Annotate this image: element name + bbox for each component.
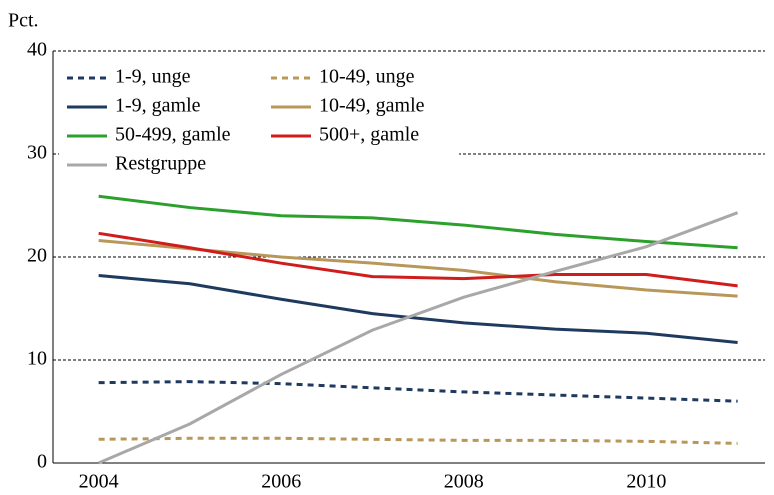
x-tick-label: 2010 — [626, 471, 666, 493]
series-line — [98, 211, 739, 465]
legend-background — [59, 62, 459, 184]
legend-label: Restgruppe — [115, 153, 206, 175]
x-tick-label: 2008 — [444, 471, 484, 493]
series-line — [98, 380, 738, 403]
series-line — [98, 436, 738, 445]
legend-label: 1-9, gamle — [115, 95, 201, 117]
y-tick-label: 40 — [27, 39, 47, 61]
y-tick-label: 20 — [27, 245, 47, 267]
legend-label: 500+, gamle — [319, 124, 419, 146]
y-tick-label: 10 — [27, 348, 47, 370]
legend-label: 1-9, unge — [115, 66, 191, 88]
y-tick-label: 30 — [27, 142, 47, 164]
y-tick-label: 0 — [37, 451, 47, 473]
x-tick-label: 2006 — [261, 471, 301, 493]
legend-label: 50-499, gamle — [115, 124, 231, 146]
series-line — [98, 231, 738, 288]
x-tick-label: 2004 — [79, 471, 119, 493]
y-axis-label: Pct. — [8, 10, 39, 32]
series-line — [98, 194, 738, 250]
series-line — [98, 274, 738, 344]
legend-label: 10-49, gamle — [319, 95, 425, 117]
legend-label: 10-49, unge — [319, 66, 415, 88]
